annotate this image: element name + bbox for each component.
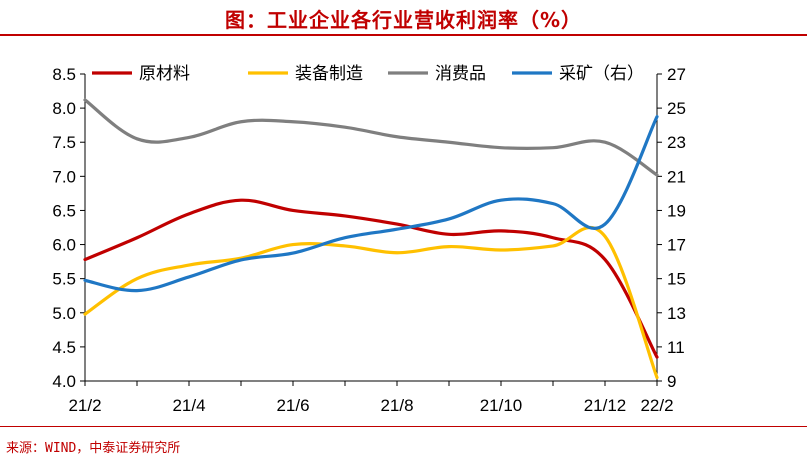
tick-labels: 4.0 4.5 5.0 5.5 6.0 6.5 7.0 7.5 8.0 8.5 9 11 13 15 17 1… [52,65,686,415]
left-tick-label: 5.0 [52,304,76,323]
series-line-0 [83,198,659,359]
left-tick-label: 4.5 [52,338,76,357]
left-tick-label: 6.0 [52,236,76,255]
series-lines [83,98,659,380]
chart-title: 图：工业企业各行业营收利润率（%） [224,8,583,32]
series-line-1 [83,225,659,380]
x-tick-label: 21/2 [68,396,101,415]
title-rule [0,34,807,36]
legend-label: 采矿（右） [559,64,644,84]
left-tick-label: 4.0 [52,372,76,391]
right-tick-label: 15 [667,270,686,289]
left-tick-label: 6.5 [52,201,76,220]
right-tick-label: 13 [667,304,686,323]
legend-label: 装备制造 [295,64,363,84]
x-tick-label: 21/10 [480,396,523,415]
left-tick-label: 5.5 [52,270,76,289]
right-tick-label: 17 [667,236,686,255]
left-tick-label: 8.0 [52,99,76,118]
x-tick-label: 21/12 [584,396,627,415]
footer-rule [0,426,807,427]
right-tick-label: 21 [667,167,686,186]
line-chart: 4.0 4.5 5.0 5.5 6.0 6.5 7.0 7.5 8.0 8.5 9 11 13 15 17 1… [52,64,686,415]
x-tick-label: 21/8 [380,396,413,415]
left-tick-label: 7.0 [52,167,76,186]
legend-label: 原材料 [139,64,190,84]
series-line-3 [83,115,659,293]
left-tick-label: 8.5 [52,65,76,84]
right-tick-label: 27 [667,65,686,84]
right-tick-label: 23 [667,133,686,152]
x-tick-label: 22/2 [640,396,673,415]
legend-label: 消费品 [435,64,486,84]
left-tick-label: 7.5 [52,133,76,152]
series-line-2 [83,98,659,177]
right-tick-label: 9 [667,372,676,391]
right-tick-label: 19 [667,201,686,220]
source-note: 来源：WIND，中泰证券研究所 [6,441,181,456]
legend: 原材料 装备制造 消费品 采矿（右） [92,64,644,84]
x-tick-label: 21/4 [172,396,205,415]
right-tick-label: 25 [667,99,686,118]
x-tick-label: 21/6 [276,396,309,415]
right-tick-label: 11 [667,338,685,357]
axes [80,73,662,386]
